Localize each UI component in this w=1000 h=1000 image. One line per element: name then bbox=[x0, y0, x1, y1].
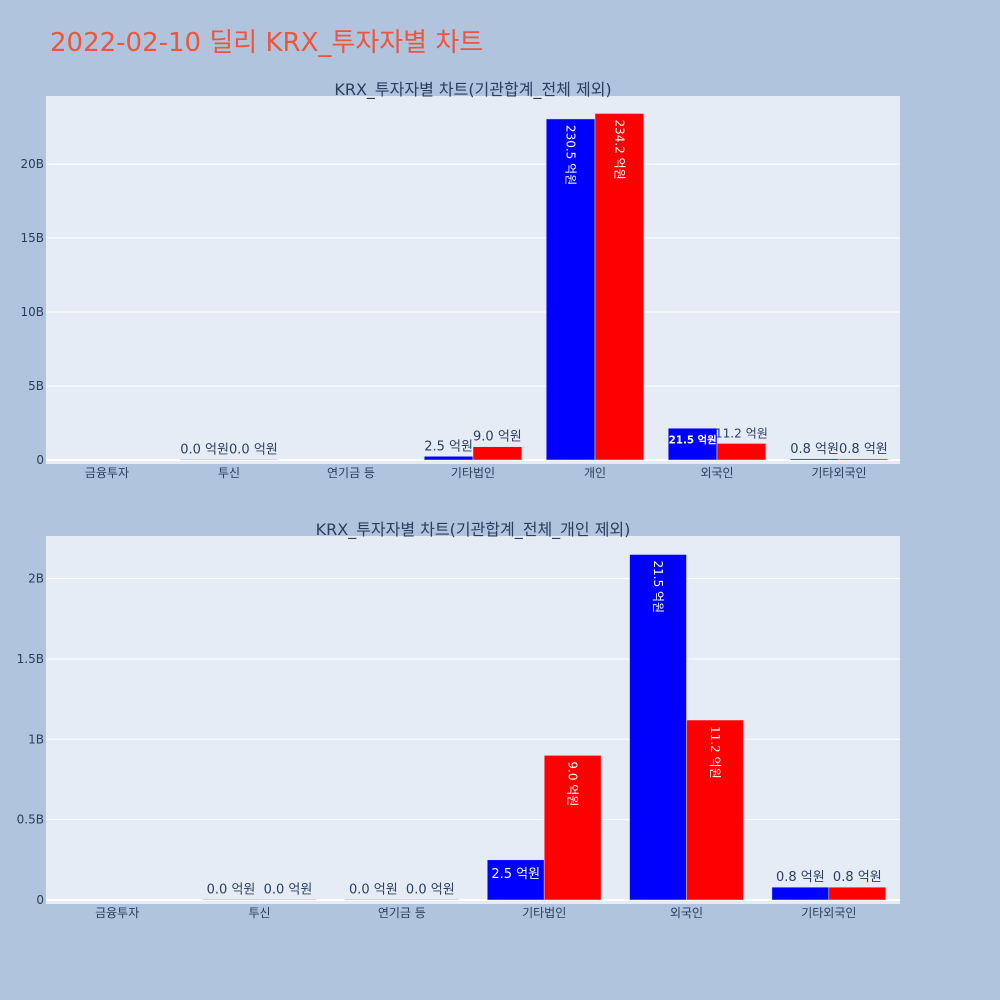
bar bbox=[838, 458, 889, 461]
bar-label: 0.8 억원 bbox=[776, 870, 825, 885]
y-tick-label: 10B bbox=[20, 305, 44, 319]
bar bbox=[828, 886, 887, 901]
chart-title-bottom: KRX_투자자별 차트(기관합계_전체_개인 제외) bbox=[316, 520, 631, 540]
x-tick-label: 연기금 등 bbox=[327, 466, 375, 480]
bar bbox=[202, 899, 260, 901]
bar bbox=[486, 859, 545, 901]
bar bbox=[401, 899, 460, 901]
plot-area-top bbox=[46, 96, 900, 464]
bar bbox=[344, 899, 403, 901]
bar bbox=[771, 886, 830, 901]
bar-label: 0.0 억원 bbox=[349, 882, 398, 897]
bar bbox=[545, 118, 596, 461]
x-tick-label: 기타법인 bbox=[451, 466, 495, 480]
chart-bottom: 0 0.5B 1B 1.5B 2B 금융투자 투신 연기금 등 기타법인 외국인 기타외국인 0.… bbox=[17, 520, 900, 920]
y-tick-label: 0 bbox=[36, 893, 44, 907]
gridlines-bottom bbox=[46, 578, 900, 901]
y-tick-labels-top: 0 5B 10B 15B 20B bbox=[20, 157, 44, 467]
bar-label: 0.8 억원 bbox=[790, 442, 839, 457]
y-tick-label: 0 bbox=[36, 453, 44, 467]
bar-label: 0.0 억원 bbox=[180, 442, 229, 457]
x-tick-labels-top: 금융투자 투신 연기금 등 기타법인 개인 외국인 기타외국인 bbox=[85, 466, 867, 480]
bar bbox=[594, 113, 645, 461]
x-tick-label: 투신 bbox=[248, 906, 270, 920]
bar bbox=[716, 443, 767, 461]
x-tick-label: 기타외국인 bbox=[801, 906, 856, 920]
bar-labels-top: 0.0 억원 2.5 억원 230.5 억원 21.5 억원 0.8 억원 0.0 억원 9… bbox=[180, 119, 888, 457]
bar-label: 11.2 억원 bbox=[708, 726, 722, 779]
bar-label: 0.0 억원 bbox=[207, 882, 256, 897]
plot-area-bottom bbox=[46, 536, 900, 904]
bar-label: 0.0 억원 bbox=[229, 442, 278, 457]
y-tick-label: 1.5B bbox=[17, 652, 44, 666]
bar bbox=[472, 446, 523, 461]
bar-label: 230.5 억원 bbox=[564, 125, 578, 185]
bar-label: 0.8 억원 bbox=[839, 442, 888, 457]
y-tick-label: 0.5B bbox=[17, 813, 44, 827]
bar bbox=[423, 456, 474, 461]
chart-title-top: KRX_투자자별 차트(기관합계_전체 제외) bbox=[334, 80, 611, 100]
x-tick-labels-bottom: 금융투자 투신 연기금 등 기타법인 외국인 기타외국인 bbox=[95, 906, 856, 920]
bar bbox=[228, 459, 279, 461]
bar-label: 21.5 억원 bbox=[651, 560, 665, 613]
bar bbox=[259, 899, 317, 901]
x-tick-label: 개인 bbox=[584, 466, 606, 480]
x-tick-label: 연기금 등 bbox=[378, 906, 426, 920]
x-tick-label: 기타외국인 bbox=[811, 466, 866, 480]
y-tick-label: 20B bbox=[20, 157, 44, 171]
bar-label: 0.0 억원 bbox=[264, 882, 313, 897]
bar-label: 0.0 억원 bbox=[406, 882, 455, 897]
bar-label: 2.5 억원 bbox=[491, 867, 540, 882]
chart-top: 0 5B 10B 15B 20B 금융투자 투신 연기금 등 기타법인 개인 외국인 기타외국인 0… bbox=[20, 80, 900, 480]
x-tick-label: 투신 bbox=[218, 466, 240, 480]
page-title: 2022-02-10 딜리 KRX_투자자별 차트 bbox=[50, 28, 484, 58]
x-tick-label: 금융투자 bbox=[95, 906, 139, 920]
y-tick-label: 2B bbox=[28, 572, 44, 586]
bars-top bbox=[179, 113, 889, 461]
x-tick-label: 기타법인 bbox=[522, 906, 566, 920]
bar-label: 9.0 억원 bbox=[473, 430, 522, 445]
y-tick-label: 15B bbox=[20, 231, 44, 245]
bar-label: 0.8 억원 bbox=[833, 870, 882, 885]
y-tick-labels-bottom: 0 0.5B 1B 1.5B 2B bbox=[17, 572, 44, 907]
y-tick-label: 1B bbox=[28, 732, 44, 746]
y-tick-label: 5B bbox=[28, 379, 44, 393]
bar bbox=[686, 719, 744, 901]
bar-label: 9.0 억원 bbox=[566, 761, 580, 806]
x-tick-label: 금융투자 bbox=[85, 466, 129, 480]
bar bbox=[543, 755, 602, 901]
bars-bottom bbox=[202, 554, 887, 901]
x-tick-label: 외국인 bbox=[670, 906, 703, 920]
bar bbox=[789, 458, 840, 461]
bar bbox=[667, 427, 718, 461]
bar-label: 11.2 억원 bbox=[715, 426, 768, 440]
bar-label: 234.2 억원 bbox=[612, 119, 626, 179]
x-tick-label: 외국인 bbox=[700, 466, 733, 480]
bar-label: 2.5 억원 bbox=[424, 439, 473, 454]
bar-label: 21.5 억원 bbox=[669, 434, 717, 447]
bar-labels-bottom: 0.0 억원 0.0 억원 2.5 억원 21.5 억원 0.8 억원 0.0 억원 0.0… bbox=[207, 560, 882, 897]
bar bbox=[179, 459, 230, 461]
